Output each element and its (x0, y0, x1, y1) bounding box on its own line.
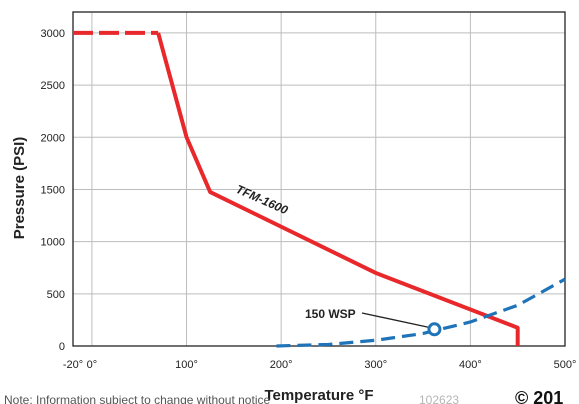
y-tick-label: 500 (47, 289, 65, 301)
wsp-150-leader-line (361, 312, 429, 328)
y-tick-label: 1500 (41, 184, 65, 196)
x-tick-label: 300° (364, 359, 387, 371)
tfm-1600-series-line (156, 32, 520, 346)
plot-border (72, 11, 566, 347)
x-axis-title: Temperature °F (264, 387, 373, 404)
axis-layer (72, 11, 566, 347)
x-tick-label: 400° (459, 359, 482, 371)
grid-layer (73, 12, 565, 346)
tfm-1600-label: TFM-1600 (234, 182, 291, 217)
x-tick-label: -20° (63, 359, 83, 371)
footer-note: Note: Information subject to change with… (4, 393, 270, 404)
wsp-150-label: 150 WSP (305, 307, 356, 321)
x-tick-label: 500° (554, 359, 577, 371)
y-tick-label: 3000 (41, 28, 65, 40)
series-layer (73, 30, 566, 348)
wsp-150-marker (427, 322, 442, 337)
footer-copyright: © 201 (515, 388, 563, 404)
y-tick-label: 0 (59, 341, 65, 353)
y-tick-label: 2500 (41, 80, 65, 92)
wsp-150-series-line (276, 277, 566, 348)
y-tick-label: 2000 (41, 132, 65, 144)
x-tick-label: 0° (87, 359, 98, 371)
x-tick-label: 200° (270, 359, 293, 371)
x-tick-label: 100° (175, 359, 198, 371)
y-axis-title: Pressure (PSI) (11, 137, 28, 240)
y-tick-label: 1000 (41, 237, 65, 249)
footer-code: 102623 (419, 393, 459, 404)
